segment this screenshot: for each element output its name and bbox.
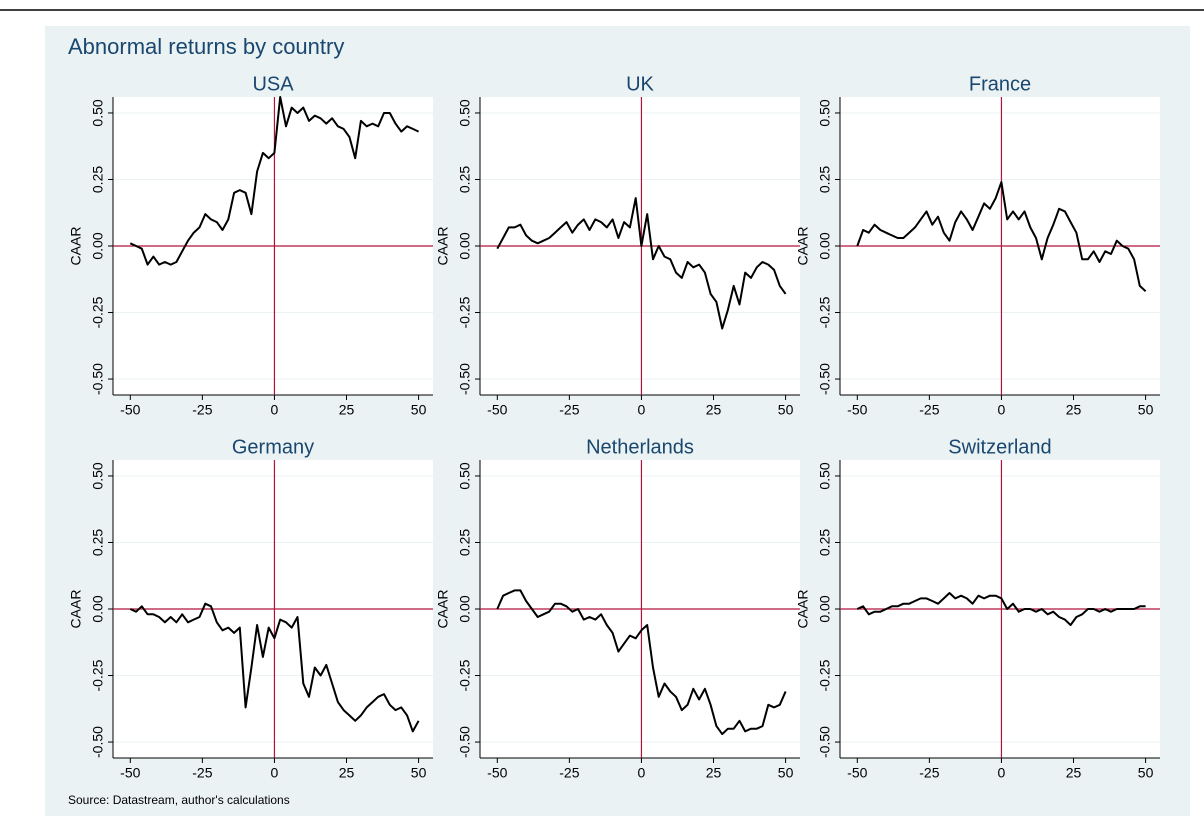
x-tick-label: -25 [919,765,939,781]
y-tick-label: -0.50 [457,726,473,758]
y-tick-label: 0.25 [457,529,473,556]
y-tick-label: 0.50 [90,462,106,489]
x-tick-label: 25 [1066,402,1082,418]
y-tick-label: -0.25 [817,659,833,691]
x-tick-label: 0 [271,402,279,418]
y-tick-label: 0.25 [817,166,833,193]
x-tick-label: 50 [411,765,427,781]
y-tick-label: 0.00 [457,232,473,259]
y-tick-label: 0.00 [817,595,833,622]
panel-title: Switzerland [948,436,1051,458]
x-tick-label: -25 [192,765,212,781]
x-tick-label: 50 [1138,765,1154,781]
y-tick-label: -0.25 [457,296,473,328]
y-tick-label: 0.50 [817,462,833,489]
x-tick-label: 50 [778,402,794,418]
y-tick-label: 0.00 [817,232,833,259]
y-tick-label: 0.00 [90,232,106,259]
x-tick-label: 0 [638,765,646,781]
x-tick-label: 25 [1066,765,1082,781]
x-tick-label: -50 [487,402,507,418]
data-line [129,602,420,733]
panel-title: Germany [232,436,314,458]
x-tick-label: 25 [706,402,722,418]
y-axis-label: CAAR [795,590,811,629]
data-line [856,181,1147,292]
x-tick-label: -25 [559,765,579,781]
y-tick-label: -0.25 [90,659,106,691]
data-line [496,197,787,330]
panel-title: Netherlands [586,436,694,458]
y-tick-label: -0.50 [90,363,106,395]
data-line [129,96,420,266]
y-axis-label: CAAR [795,227,811,266]
x-tick-label: 25 [339,765,355,781]
x-tick-label: 50 [1138,402,1154,418]
y-tick-label: 0.50 [90,99,106,126]
y-axis-label: CAAR [68,227,84,266]
y-tick-label: -0.25 [457,659,473,691]
chart-title: Abnormal returns by country [68,34,344,59]
panel-title: France [969,73,1031,95]
y-tick-label: 0.50 [457,99,473,126]
x-tick-label: -50 [847,765,867,781]
y-tick-label: -0.50 [817,726,833,758]
y-tick-label: -0.50 [457,363,473,395]
data-line [856,592,1146,626]
x-tick-label: -25 [192,402,212,418]
x-tick-label: 50 [411,402,427,418]
x-tick-label: -25 [919,402,939,418]
y-tick-label: -0.25 [817,296,833,328]
x-tick-label: -50 [847,402,867,418]
y-tick-label: -0.25 [90,296,106,328]
y-axis-label: CAAR [435,227,451,266]
panel-title: USA [252,73,294,95]
x-tick-label: -25 [559,402,579,418]
y-tick-label: 0.25 [457,166,473,193]
y-tick-label: 0.50 [817,99,833,126]
y-tick-label: 0.00 [457,595,473,622]
panel-title: UK [626,73,654,95]
x-tick-label: 0 [998,402,1006,418]
source-note: Source: Datastream, author's calculation… [68,793,290,807]
y-tick-label: -0.50 [817,363,833,395]
y-tick-label: 0.50 [457,462,473,489]
data-line [496,589,787,736]
x-tick-label: 25 [339,402,355,418]
y-axis-label: CAAR [435,590,451,629]
y-tick-label: 0.25 [817,529,833,556]
x-tick-label: 0 [998,765,1006,781]
x-tick-label: 25 [706,765,722,781]
x-tick-label: 0 [638,402,646,418]
y-tick-label: -0.50 [90,726,106,758]
x-tick-label: -50 [120,765,140,781]
x-tick-label: -50 [120,402,140,418]
x-tick-label: 0 [271,765,279,781]
y-tick-label: 0.25 [90,529,106,556]
y-tick-label: 0.25 [90,166,106,193]
x-tick-label: -50 [487,765,507,781]
y-axis-label: CAAR [68,590,84,629]
y-tick-label: 0.00 [90,595,106,622]
x-tick-label: 50 [778,765,794,781]
